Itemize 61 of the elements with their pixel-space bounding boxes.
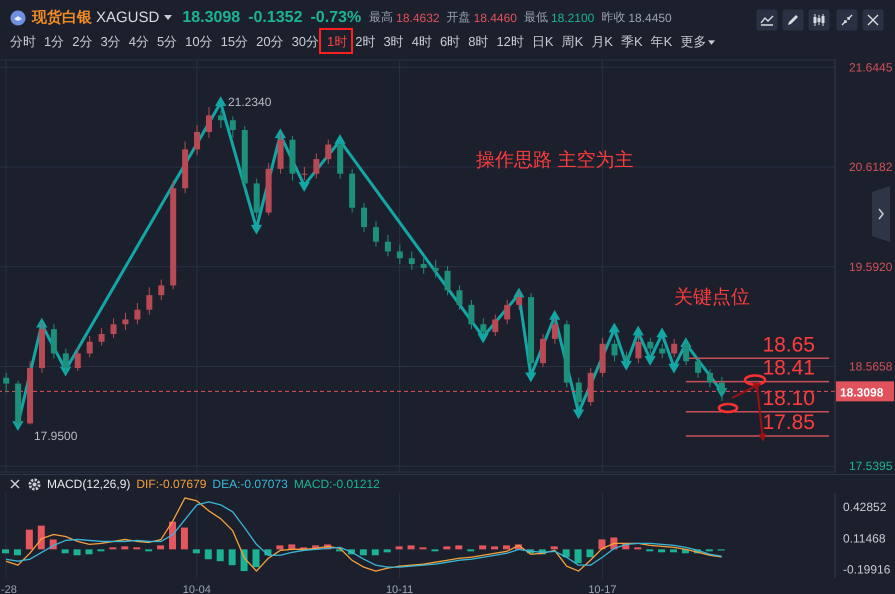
series-label: DIF:-0.07679 (136, 477, 206, 491)
text: MACD:-0.01212 (294, 477, 380, 491)
chart-title: 现货白银 (32, 8, 92, 27)
y-tick-label: 21.6445 (849, 60, 893, 74)
text: 6时 (440, 33, 460, 51)
text: 12时 (496, 33, 524, 51)
y-tick-label: 18.5658 (849, 359, 893, 374)
y-tick-label: 19.5920 (849, 260, 893, 274)
ref-line-label: 18.41 (762, 356, 815, 380)
text: 2时 (355, 33, 376, 51)
ref-line-label: 18.65 (762, 333, 815, 356)
text: 日K (532, 33, 554, 51)
text: 18.4450 (628, 10, 672, 24)
y-tick-label: 17.5395 (849, 459, 893, 474)
text: 分时 (10, 33, 36, 51)
text: 15分 (220, 33, 248, 51)
text: 周K (562, 33, 584, 51)
y-tick-label: 0.11468 (843, 531, 886, 546)
text: 1时 (327, 33, 348, 51)
annotation: 操作思路 主空为主 (476, 149, 634, 173)
text: 3分 (100, 33, 121, 51)
ref-line-label: 18.3098 (840, 385, 884, 400)
text: 18.2100 (550, 10, 594, 24)
annotation: 关键点位 (674, 286, 750, 310)
text: 4时 (412, 33, 432, 51)
text: 1分 (44, 33, 64, 51)
text: -0.73% (310, 8, 362, 26)
text: 年K (650, 33, 672, 51)
x-tick-label: 10-11 (386, 584, 414, 594)
y-tick-label: 20.6182 (849, 160, 893, 174)
text: 18.4632 (396, 10, 440, 24)
ref-line-label: 17.85 (762, 411, 815, 434)
x-tick-label: 10-04 (182, 584, 211, 594)
text: 8时 (468, 33, 488, 51)
chart-subtitle: XAGUSD (96, 9, 160, 26)
annotation: 21.2340 (228, 95, 272, 109)
text: 18.3098 (182, 8, 240, 26)
text: 10分 (185, 33, 213, 51)
x-tick-label: 10-17 (588, 584, 616, 594)
ref-line-label: 18.10 (762, 386, 815, 410)
annotation: 17.9500 (34, 429, 78, 443)
y-tick-label: -0.19916 (843, 562, 891, 576)
text: 更多 (680, 33, 708, 51)
text: 20分 (256, 33, 284, 51)
series-label: DEA:-0.07073 (212, 477, 288, 491)
text: 18.4460 (474, 10, 517, 24)
text: 最高 (369, 9, 394, 26)
text: 3时 (384, 33, 404, 51)
text: 月K (591, 33, 613, 51)
y-tick-label: 0.42852 (843, 500, 887, 514)
chart-title: MACD(12,26,9) (47, 477, 130, 491)
text: 开盘 (446, 9, 471, 26)
text: 4分 (128, 33, 149, 51)
x-tick-label: -28 (1, 584, 17, 594)
text: 季K (620, 33, 643, 51)
text: -0.1352 (248, 8, 302, 26)
text: 昨收 (601, 9, 626, 26)
text: 5分 (156, 33, 178, 51)
text: 最低 (524, 9, 548, 26)
text: 30分 (292, 33, 320, 51)
text: 2分 (72, 33, 92, 51)
